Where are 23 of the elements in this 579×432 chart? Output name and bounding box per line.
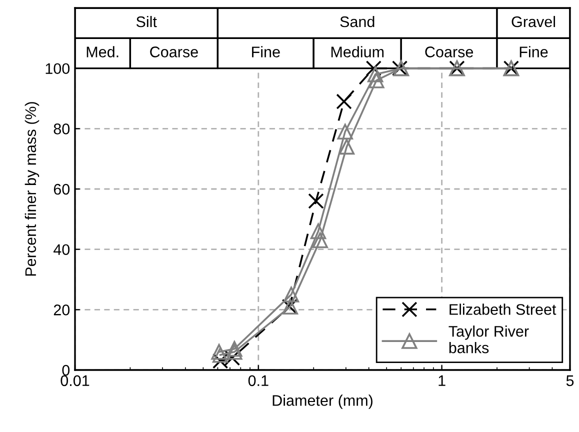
x-axis-title: Diameter (mm) [272,394,372,409]
y-tick-label: 80 [54,124,70,134]
x-tick-label: 0.1 [248,375,268,386]
band-label: Coarse [425,46,474,58]
legend-label: Taylor River banks [448,326,529,354]
x-tick-label: 5 [566,375,574,386]
y-tick-label: 40 [54,244,70,256]
band-label: Sand [340,16,374,28]
band-label: Silt [136,16,157,28]
x-tick-label: 0.01 [60,375,90,386]
y-tick-label: 20 [54,304,70,316]
x-tick-label: 1 [438,375,446,386]
y-tick-label: 0 [62,364,70,376]
y-axis-title: Percent finer by mass (%) [24,102,40,276]
band-label: Medium [331,46,384,58]
y-tick-label: 100 [46,63,70,74]
band-label: Fine [252,46,280,58]
y-tick-label: 60 [54,184,70,195]
legend-label: Elizabeth Street [450,304,556,315]
band-label: Coarse [150,46,198,58]
band-label: Med. [86,46,118,58]
band-label: Fine [520,46,548,58]
band-label: Gravel [512,16,555,28]
